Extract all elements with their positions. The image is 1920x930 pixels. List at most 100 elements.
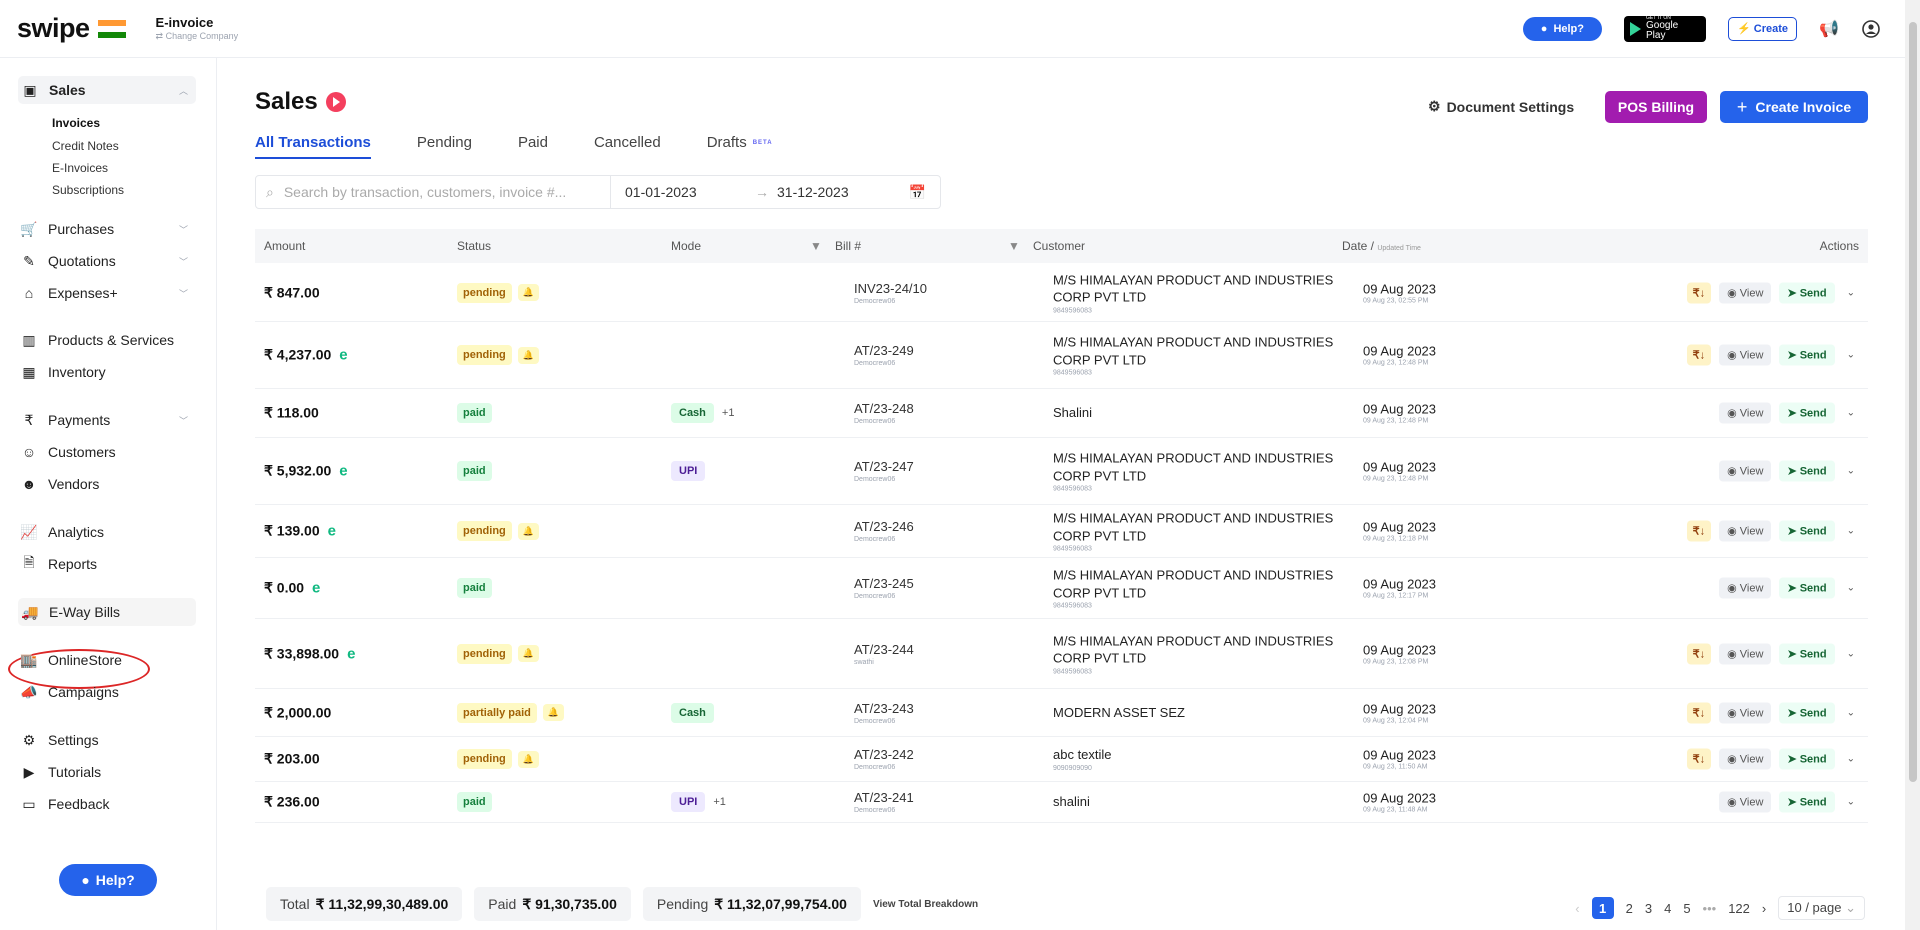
send-button[interactable]: ➤ Send	[1779, 402, 1835, 424]
send-button[interactable]: ➤ Send	[1779, 282, 1835, 303]
send-button[interactable]: ➤ Send	[1779, 748, 1835, 770]
bill-number[interactable]: AT/23-241	[854, 790, 914, 805]
bill-number[interactable]: AT/23-245	[854, 576, 914, 591]
calendar-icon[interactable]: 📅	[908, 183, 926, 200]
page-122[interactable]: 122	[1728, 900, 1750, 916]
sidebar-subitem-subscriptions[interactable]: Subscriptions	[52, 183, 125, 197]
col-status[interactable]: Status	[457, 239, 492, 253]
send-button[interactable]: ➤ Send	[1779, 344, 1835, 366]
table-row[interactable]: ₹ 847.00 pending 🔔 INV23-24/10 Democrew06 M/S…	[255, 264, 1868, 322]
change-company-link[interactable]: ⇄ Change Company	[155, 31, 239, 41]
bill-number[interactable]: AT/23-244	[854, 641, 914, 657]
record-payment-button[interactable]: ₹↓	[1686, 344, 1712, 366]
table-row[interactable]: ₹ 5,932.00 e paid UPI AT/23-247 Democrew06 M/S…	[255, 438, 1868, 505]
scrollbar[interactable]	[1905, 0, 1920, 930]
col-mode[interactable]: Mode	[671, 239, 702, 253]
start-date-input[interactable]: 01-01-2023	[625, 184, 697, 200]
sidebar-subitem-e-invoices[interactable]: E-Invoices	[52, 161, 109, 175]
chevron-down-icon[interactable]: ⌄	[1846, 648, 1855, 659]
table-row[interactable]: ₹ 203.00 pending 🔔 AT/23-242 Democrew06 abc t…	[255, 737, 1868, 782]
customer-name[interactable]: M/S HIMALAYAN PRODUCT AND INDUSTRIES COR…	[1053, 334, 1334, 367]
bell-reminder-icon[interactable]: 🔔	[517, 750, 539, 768]
view-button[interactable]: ◉ View	[1719, 282, 1772, 303]
customer-name[interactable]: shalini	[1053, 794, 1090, 810]
view-button[interactable]: ◉ View	[1719, 748, 1772, 770]
sidebar-item-settings[interactable]: ⚙ Settings	[20, 726, 196, 754]
view-button[interactable]: ◉ View	[1719, 791, 1772, 813]
page-ellipsis[interactable]: •••	[1702, 900, 1717, 916]
chevron-down-icon[interactable]: ⌄	[1846, 525, 1855, 537]
view-button[interactable]: ◉ View	[1719, 402, 1772, 424]
customer-name[interactable]: M/S HIMALAYAN PRODUCT AND INDUSTRIES COR…	[1053, 271, 1334, 305]
view-button[interactable]: ◉ View	[1719, 702, 1772, 723]
table-row[interactable]: ₹ 118.00 paid Cash +1 AT/23-248 Democrew06 Sha…	[255, 389, 1868, 438]
user-account-icon[interactable]	[1861, 19, 1881, 39]
sidebar-item-analytics[interactable]: 📈 Analytics	[20, 518, 196, 546]
send-button[interactable]: ➤ Send	[1779, 460, 1835, 482]
sidebar-subitem-invoices[interactable]: Invoices	[52, 116, 101, 130]
record-payment-button[interactable]: ₹↓	[1686, 702, 1712, 723]
sidebar-item-onlinestore[interactable]: 🏬 OnlineStore	[20, 646, 196, 674]
send-button[interactable]: ➤ Send	[1779, 702, 1835, 723]
chevron-down-icon[interactable]: ⌄	[1846, 707, 1855, 718]
sidebar-item-eway-bills[interactable]: 🚚 E-Way Bills	[18, 598, 196, 626]
chevron-down-icon[interactable]: ⌄	[1846, 287, 1855, 298]
bell-reminder-icon[interactable]: 🔔	[542, 704, 565, 721]
view-button[interactable]: ◉ View	[1719, 520, 1772, 542]
send-button[interactable]: ➤ Send	[1779, 520, 1835, 542]
send-button[interactable]: ➤ Send	[1779, 791, 1835, 813]
col-amount[interactable]: Amount	[264, 239, 306, 253]
chevron-down-icon[interactable]: ⌄	[1846, 407, 1855, 419]
create-invoice-button[interactable]: + Create Invoice	[1720, 91, 1868, 123]
sidebar-item-inventory[interactable]: ▦ Inventory	[20, 358, 196, 386]
sidebar-item-products[interactable]: ▥ Products & Services	[20, 326, 196, 354]
search-input[interactable]: ⌕ Search by transaction, customers, invoi…	[256, 176, 611, 208]
pos-billing-button[interactable]: POS Billing	[1605, 91, 1707, 123]
sidebar-item-expenses[interactable]: ⌂ Expenses+ ﹀	[20, 279, 196, 307]
google-play-button[interactable]: GET IT ON Google Play	[1624, 15, 1706, 42]
send-button[interactable]: ➤ Send	[1779, 643, 1835, 664]
view-button[interactable]: ◉ View	[1719, 643, 1772, 664]
col-customer[interactable]: Customer	[1033, 239, 1086, 253]
view-total-breakdown-link[interactable]: View Total Breakdown	[872, 898, 979, 910]
customer-name[interactable]: Shalini	[1053, 405, 1093, 421]
sidebar-item-customers[interactable]: ☺ Customers	[20, 438, 196, 466]
help-button[interactable]: ● Help?	[1522, 16, 1602, 41]
tab-all-transactions[interactable]: All Transactions	[255, 134, 371, 159]
sidebar-item-tutorials[interactable]: ▶ Tutorials	[20, 758, 196, 786]
sidebar-item-sales[interactable]: ▣ Sales ︿	[18, 76, 196, 104]
tab-paid[interactable]: Paid	[517, 134, 548, 151]
table-row[interactable]: ₹ 2,000.00 partially paid 🔔 Cash AT/23-243 De…	[255, 689, 1868, 737]
filter-icon[interactable]: ▼	[810, 239, 822, 253]
sidebar-item-feedback[interactable]: ▭ Feedback	[20, 790, 196, 818]
tab-pending[interactable]: Pending	[416, 134, 472, 151]
table-row[interactable]: ₹ 139.00 e pending 🔔 AT/23-246 Democrew06 M/S …	[255, 505, 1868, 558]
end-date-input[interactable]: 31-12-2023	[777, 184, 849, 200]
record-payment-button[interactable]: ₹↓	[1686, 282, 1712, 303]
sidebar-item-payments[interactable]: ₹ Payments ﹀	[20, 406, 196, 434]
send-button[interactable]: ➤ Send	[1779, 577, 1835, 599]
sidebar-item-quotations[interactable]: ✎ Quotations ﹀	[20, 247, 196, 275]
megaphone-icon[interactable]: 📢	[1819, 20, 1839, 38]
view-button[interactable]: ◉ View	[1719, 344, 1772, 366]
bill-number[interactable]: AT/23-242	[854, 747, 914, 762]
page-3[interactable]: 3	[1644, 900, 1653, 916]
customer-name[interactable]: M/S HIMALAYAN PRODUCT AND INDUSTRIES COR…	[1053, 632, 1334, 666]
bill-number[interactable]: AT/23-246	[854, 519, 914, 534]
bill-number[interactable]: AT/23-248	[854, 401, 914, 416]
create-button[interactable]: ⚡ Create	[1728, 16, 1797, 41]
company-switcher[interactable]: E-invoice ⇄ Change Company	[156, 15, 239, 42]
record-payment-button[interactable]: ₹↓	[1686, 643, 1712, 664]
bill-number[interactable]: AT/23-247	[854, 459, 914, 474]
scrollbar-thumb[interactable]	[1909, 22, 1917, 782]
bell-reminder-icon[interactable]: 🔔	[517, 346, 539, 364]
chevron-down-icon[interactable]: ⌄	[1846, 582, 1855, 594]
sidebar-item-vendors[interactable]: ☻ Vendors	[20, 470, 196, 498]
customer-name[interactable]: M/S HIMALAYAN PRODUCT AND INDUSTRIES COR…	[1053, 510, 1334, 543]
page-2[interactable]: 2	[1625, 900, 1633, 916]
page-size-select[interactable]: 10 / page ⌄	[1778, 896, 1865, 920]
document-settings-button[interactable]: ⚙ Document Settings	[1428, 98, 1574, 115]
col-date[interactable]: Date / Updated Time	[1342, 239, 1421, 253]
bill-number[interactable]: AT/23-249	[854, 343, 914, 358]
bell-reminder-icon[interactable]: 🔔	[517, 284, 539, 301]
